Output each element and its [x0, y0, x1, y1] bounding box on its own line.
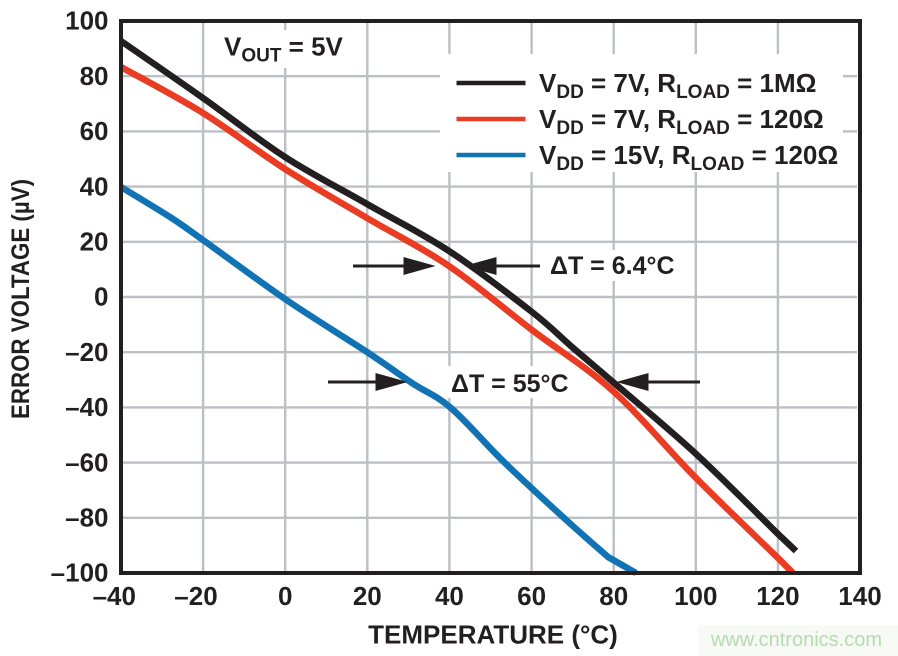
svg-text:40: 40 [435, 581, 464, 611]
svg-text:120: 120 [756, 581, 799, 611]
svg-text:–80: –80 [65, 503, 108, 533]
svg-text:40: 40 [80, 171, 109, 201]
svg-text:VDD = 7V, RLOAD = 120Ω: VDD = 7V, RLOAD = 120Ω [539, 104, 824, 139]
svg-text:ERROR VOLTAGE (µV): ERROR VOLTAGE (µV) [7, 179, 35, 419]
svg-text:100: 100 [674, 581, 717, 611]
svg-text:VDD = 15V, RLOAD = 120Ω: VDD = 15V, RLOAD = 120Ω [539, 140, 838, 175]
svg-text:–100: –100 [51, 558, 109, 588]
svg-text:–20: –20 [65, 337, 108, 367]
svg-text:20: 20 [80, 227, 109, 257]
svg-text:–20: –20 [174, 581, 217, 611]
svg-text:ΔT = 6.4°C: ΔT = 6.4°C [550, 252, 675, 280]
svg-text:20: 20 [353, 581, 382, 611]
svg-text:80: 80 [80, 61, 109, 91]
svg-text:–40: –40 [93, 581, 136, 611]
svg-text:60: 60 [517, 581, 546, 611]
svg-text:0: 0 [94, 282, 108, 312]
svg-text:60: 60 [80, 116, 109, 146]
svg-text:–40: –40 [65, 392, 108, 422]
svg-text:–60: –60 [65, 447, 108, 477]
svg-text:TEMPERATURE (°C): TEMPERATURE (°C) [368, 620, 618, 650]
svg-text:www.cntronics.com: www.cntronics.com [710, 629, 882, 651]
svg-text:0: 0 [278, 581, 292, 611]
svg-text:140: 140 [838, 581, 881, 611]
svg-text:ΔT = 55°C: ΔT = 55°C [451, 370, 569, 398]
svg-text:100: 100 [65, 6, 108, 36]
svg-text:80: 80 [599, 581, 628, 611]
